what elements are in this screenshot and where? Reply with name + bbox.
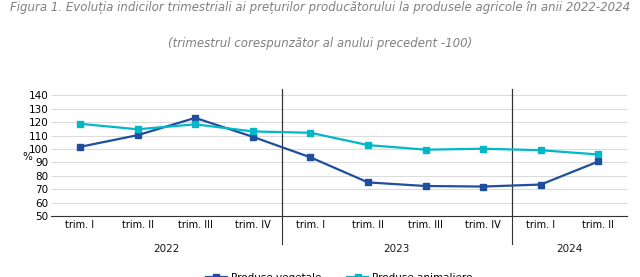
Y-axis label: %: % — [22, 152, 32, 162]
Text: 2022: 2022 — [153, 244, 180, 254]
Legend: Produse vegetale, Produse animaliere: Produse vegetale, Produse animaliere — [202, 269, 477, 277]
Text: Figura 1. Evoluția indicilor trimestriali ai prețurilor producătorului la produs: Figura 1. Evoluția indicilor trimestrial… — [10, 1, 630, 14]
Text: 2024: 2024 — [556, 244, 583, 254]
Text: (trimestrul corespunzător al anului precedent -100): (trimestrul corespunzător al anului prec… — [168, 37, 472, 50]
Text: 2023: 2023 — [383, 244, 410, 254]
